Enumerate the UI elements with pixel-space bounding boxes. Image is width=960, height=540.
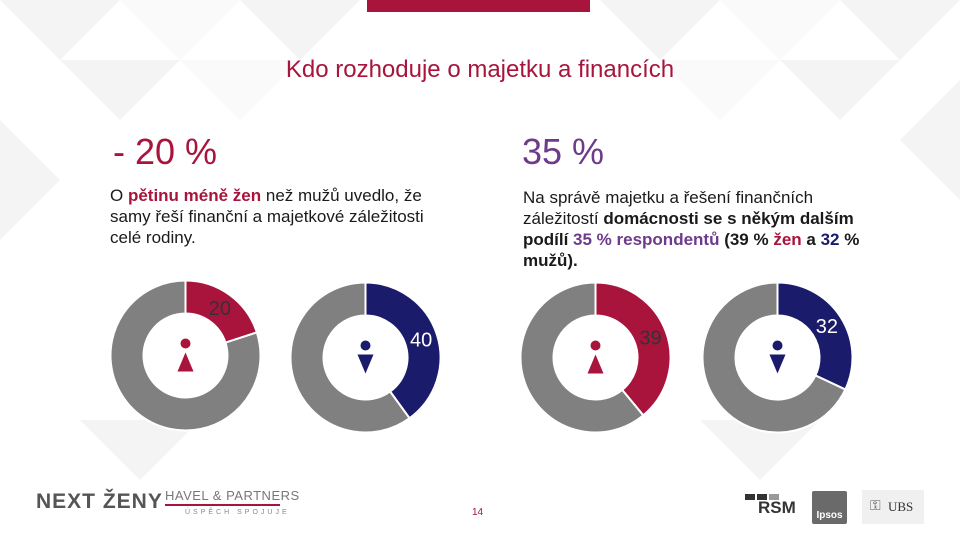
donut-value-label: 39 — [639, 328, 661, 350]
donut-value-label: 20 — [209, 298, 231, 320]
male-icon — [769, 340, 786, 374]
donut-value-segment — [776, 281, 854, 391]
top-accent-bar — [367, 0, 590, 12]
right-paragraph: Na správě majetku a řešení finančních zá… — [523, 188, 860, 270]
donut-men-left: 40 — [289, 281, 442, 434]
donut-value-segment — [184, 279, 259, 344]
page-number: 14 — [472, 507, 484, 518]
donut-women-left: 20 — [109, 279, 262, 432]
donut-value-label: 32 — [816, 316, 838, 338]
next-zeny-logo: NEXT ŽENY — [36, 490, 163, 513]
rsm-bars-icon — [745, 494, 779, 500]
havel-partners-logo: HAVEL & PARTNERS — [165, 488, 300, 503]
ubs-logo: ⚿ UBS — [862, 490, 924, 524]
donut-value-segment — [364, 281, 442, 420]
donut-men-right: 32 — [701, 281, 854, 434]
left-headline: - 20 % — [113, 131, 218, 172]
donut-remainder-segment — [519, 281, 645, 434]
donut-remainder-segment — [289, 281, 411, 434]
rsm-logo: RSM — [758, 498, 796, 517]
donut-women-right: 39 — [519, 281, 672, 434]
donut-value-label: 40 — [410, 329, 432, 351]
female-icon — [177, 338, 194, 372]
havel-tagline: ÚSPĚCH SPOJUJE — [185, 509, 290, 516]
donut-value-segment — [594, 281, 672, 417]
donut-remainder-segment — [109, 279, 262, 432]
donut-remainder-segment — [701, 281, 847, 434]
havel-underline — [165, 504, 280, 506]
male-icon — [357, 340, 374, 374]
ubs-keys-icon: ⚿ — [870, 499, 881, 514]
slide-title: Kdo rozhoduje o majetku a financích — [285, 56, 675, 83]
female-icon — [587, 340, 604, 374]
left-paragraph: O pětinu méně žen než mužů uvedlo, že sa… — [110, 186, 424, 247]
ipsos-logo: Ipsos — [812, 491, 847, 524]
right-headline: 35 % — [522, 131, 605, 172]
